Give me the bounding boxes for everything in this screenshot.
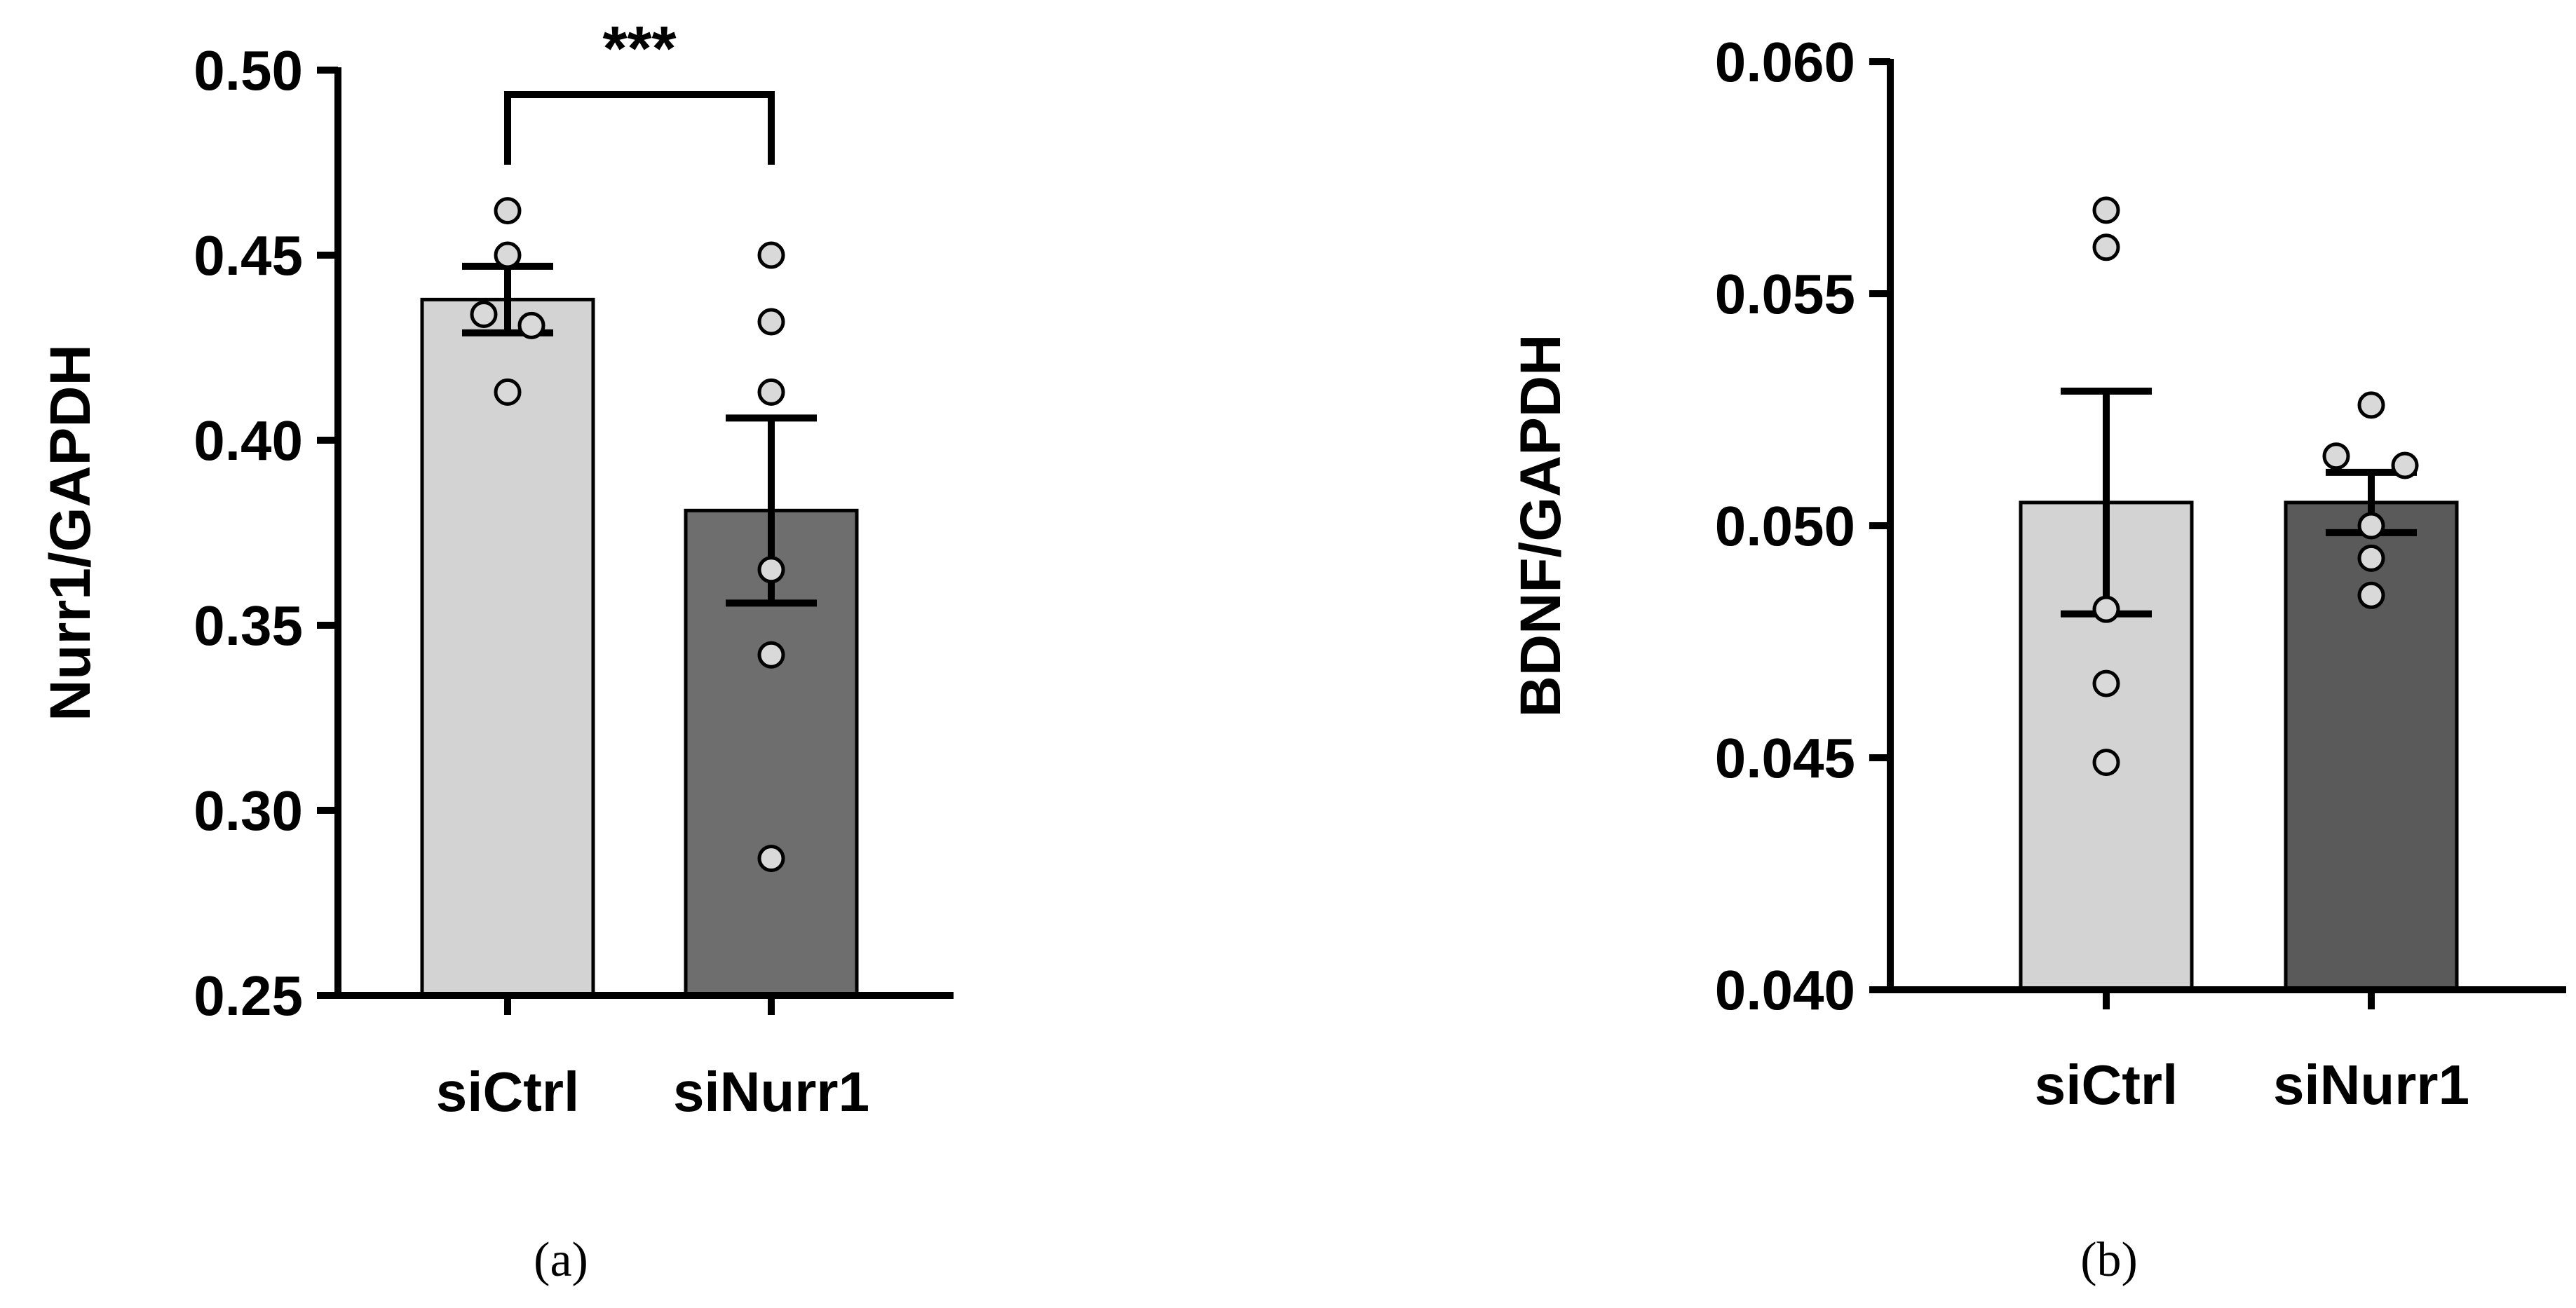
b-data-point-siNurr1-2 xyxy=(2391,451,2419,479)
a-significance-bracket xyxy=(504,91,775,165)
b-data-point-siNurr1-1 xyxy=(2322,442,2350,470)
a-data-point-siCtrl-3 xyxy=(517,311,545,339)
b-y-tick-label-2: 0.050 xyxy=(1715,495,1855,557)
a-bar-siCtrl xyxy=(420,297,595,997)
a-data-point-siCtrl-1 xyxy=(494,241,522,269)
a-data-point-siNurr1-4 xyxy=(757,641,785,669)
a-category-label-0: siCtrl xyxy=(436,1061,580,1123)
b-data-point-siCtrl-3 xyxy=(2092,669,2120,697)
b-data-point-siCtrl-1 xyxy=(2092,233,2120,261)
b-y-tick-label-0: 0.040 xyxy=(1715,959,1855,1021)
a-panel-label: (a) xyxy=(534,1233,588,1287)
a-data-point-siCtrl-0 xyxy=(494,197,522,225)
b-y-axis-title: BDNF/GAPDH xyxy=(1509,334,1573,718)
a-data-point-siCtrl-4 xyxy=(494,378,522,406)
a-data-point-siNurr1-5 xyxy=(757,845,785,873)
a-category-label-1: siNurr1 xyxy=(673,1061,869,1123)
a-y-tick-label-0: 0.25 xyxy=(194,965,303,1027)
b-panel-label: (b) xyxy=(2080,1233,2138,1287)
b-data-point-siNurr1-3 xyxy=(2357,512,2385,540)
a-y-axis-title: Nurr1/GAPDH xyxy=(39,344,102,721)
a-data-point-siNurr1-1 xyxy=(757,308,785,336)
a-y-tick-label-1: 0.30 xyxy=(194,779,303,842)
b-data-point-siCtrl-0 xyxy=(2092,196,2120,224)
a-significance-label: *** xyxy=(602,14,676,84)
a-y-tick-label-3: 0.40 xyxy=(194,409,303,472)
a-data-point-siNurr1-0 xyxy=(757,241,785,269)
b-y-tick-label-1: 0.045 xyxy=(1715,727,1855,789)
panel-b-chart: 0.040 0.045 0.050 0.055 0.060 siCtrl siNurr1 BD… xyxy=(1509,31,2566,1287)
a-y-tick-label-5: 0.50 xyxy=(194,39,303,102)
b-y-tick-label-4: 0.060 xyxy=(1715,31,1855,93)
b-bar-siNurr1 xyxy=(2284,500,2459,992)
b-category-label-0: siCtrl xyxy=(2035,1054,2178,1116)
b-data-point-siNurr1-0 xyxy=(2357,391,2385,419)
a-data-point-siNurr1-3 xyxy=(757,556,785,584)
panel-a-chart: 0.25 0.30 0.35 0.40 0.45 0.50 siCtrl siNurr1 Nur… xyxy=(39,14,954,1287)
b-y-tick-label-3: 0.055 xyxy=(1715,263,1855,325)
a-data-point-siNurr1-2 xyxy=(757,378,785,406)
a-y-tick-label-4: 0.45 xyxy=(194,224,303,287)
b-data-point-siCtrl-4 xyxy=(2092,749,2120,777)
a-y-tick-label-2: 0.35 xyxy=(194,594,303,657)
b-data-point-siNurr1-4 xyxy=(2357,544,2385,572)
b-data-point-siNurr1-5 xyxy=(2357,581,2385,609)
a-data-point-siCtrl-2 xyxy=(470,300,498,328)
b-data-point-siCtrl-2 xyxy=(2092,595,2120,623)
b-category-label-1: siNurr1 xyxy=(2273,1054,2469,1116)
